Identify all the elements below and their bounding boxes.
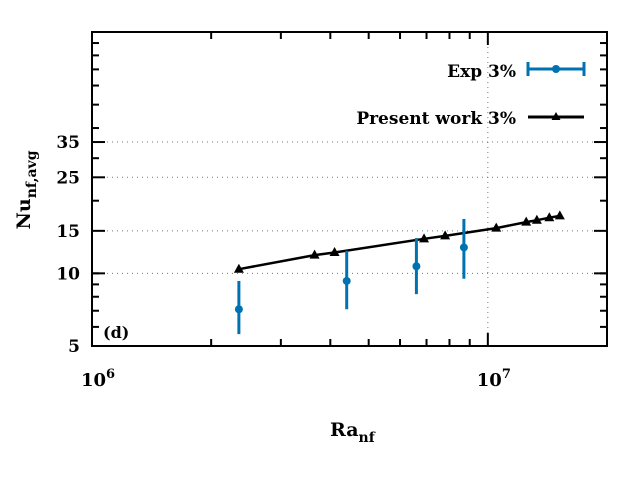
present-work-point [531,214,542,224]
plot-frame [91,31,608,347]
series-layer [233,210,565,335]
panel-label: (d) [103,323,129,342]
y-tick-label: 15 [56,222,80,242]
tick-labels: 5 10 15 25 35 106 107 [56,133,511,391]
present-work-point [544,212,555,222]
exp-point [342,276,351,285]
legend-item-present: Present work 3% [356,109,584,129]
y-axis-label: Nunf,avg [13,150,40,229]
present-work-point [554,210,565,220]
x-axis-label: Ranf [330,419,376,446]
present-work-point [440,230,451,240]
exp-point [459,243,468,252]
y-tick-label: 25 [56,168,80,188]
legend-item-exp: Exp 3% [447,62,586,82]
present-work-point [233,263,244,273]
exp-point [234,305,243,314]
exp-point [412,262,421,271]
legend-label-exp: Exp 3% [447,62,516,82]
legend: Exp 3% Present work 3% [356,62,586,129]
present-work-line [238,214,561,271]
present-work-point [309,249,320,259]
present-work-point [521,216,532,226]
legend-sample-present-marker [551,112,561,120]
x-tick-label: 106 [81,367,115,391]
legend-label-present: Present work 3% [356,109,516,129]
y-tick-label: 10 [56,264,80,284]
y-tick-label: 35 [56,133,80,153]
present-work-point [329,247,340,257]
legend-sample-exp-marker [552,65,560,73]
major-ticks [91,32,607,347]
present-work-point [419,233,430,243]
x-tick-label: 107 [477,367,511,391]
grid-layer [92,32,607,346]
present-work-point [491,222,502,232]
y-tick-label: 5 [68,337,80,357]
minor-ticks [92,32,607,346]
